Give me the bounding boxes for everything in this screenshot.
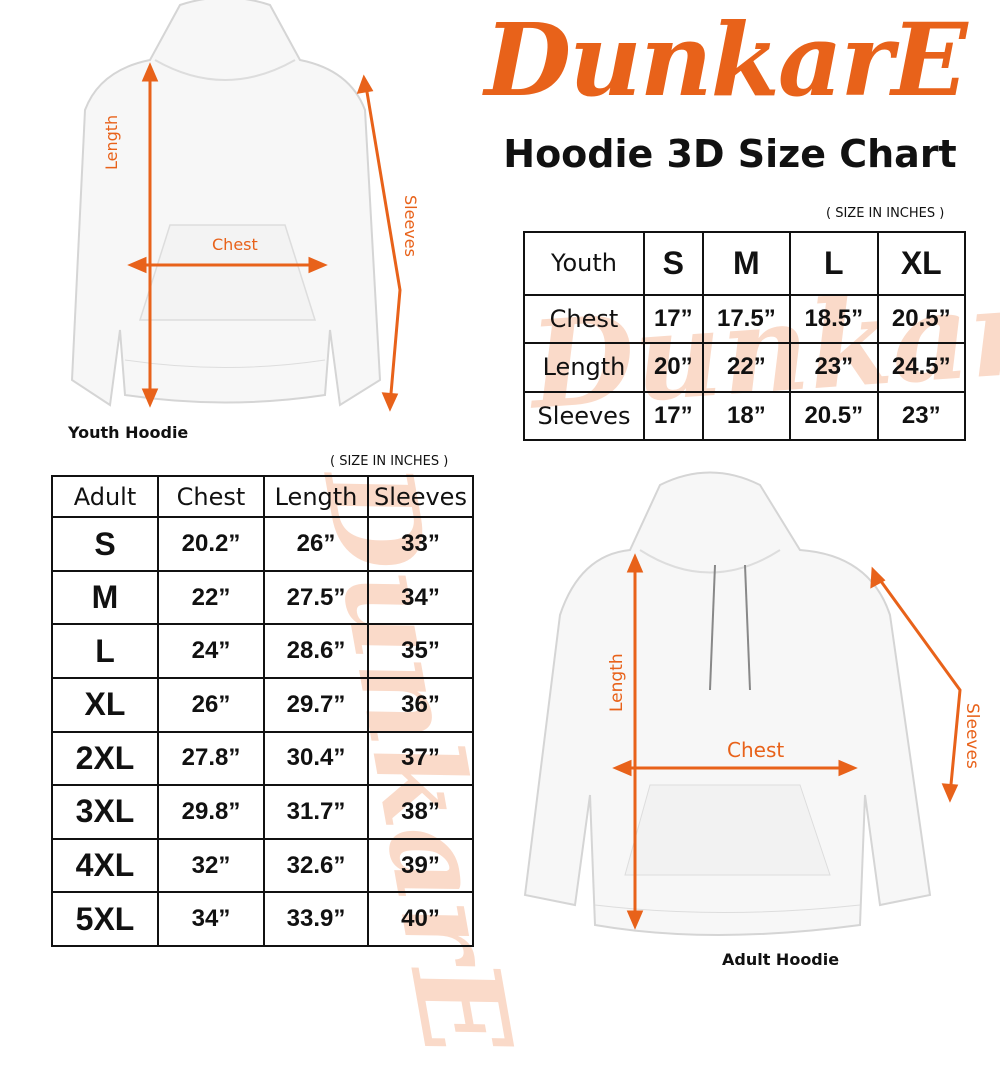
table-row: 2XL 27.8” 30.4” 37” [51,730,474,787]
cell: 28.6” [263,623,369,679]
adult-hoodie-image [523,471,962,936]
youth-caption: Youth Hoodie [68,423,189,442]
cell: 40” [367,891,474,947]
cell: 27.5” [263,569,369,626]
header-cell: Chest [157,474,265,519]
youth-hoodie-image [70,0,402,412]
adult-sleeves-label: Sleeves [962,703,982,769]
header-cell: Adult [51,474,159,519]
cell: 33” [367,516,474,572]
table-row: L 24” 28.6” 35” [51,623,474,679]
cell: 27.8” [157,730,265,787]
row-label: XL [51,677,159,733]
cell: 32.6” [263,837,369,894]
cell: 36” [367,677,474,733]
cell: 38” [367,784,474,840]
cell: 17” [643,390,704,442]
header-cell: L [789,231,879,296]
row-label: 5XL [51,891,159,947]
cell: 24.5” [876,342,967,393]
table-row: Sleeves 17” 18” 20.5” 23” [523,390,967,442]
row-label: 4XL [51,837,159,894]
page-title: Hoodie 3D Size Chart [503,132,957,176]
header-cell: Length [263,474,369,519]
adult-unit-note: ( SIZE IN INCHES ) [330,454,449,469]
row-label: Length [523,342,645,393]
cell: 31.7” [263,784,369,840]
table-row: 3XL 29.8” 31.7” 38” [51,784,474,840]
youth-sleeves-label: Sleeves [401,195,420,257]
cell: 29.7” [263,677,369,733]
row-label: S [51,516,159,572]
table-row: S 20.2” 26” 33” [51,516,474,572]
cell: 22” [157,569,265,626]
header-cell: S [643,231,704,296]
cell: 22” [701,342,792,393]
cell: 17.5” [701,293,792,345]
cell: 18.5” [789,293,879,345]
cell: 37” [367,730,474,787]
row-label: 3XL [51,784,159,840]
row-label: Chest [523,293,645,345]
cell: 35” [367,623,474,679]
adult-chest-label: Chest [727,738,785,762]
cell: 29.8” [157,784,265,840]
cell: 24” [157,623,265,679]
cell: 26” [263,516,369,572]
cell: 26” [157,677,265,733]
adult-caption: Adult Hoodie [722,950,840,969]
row-label: M [51,569,159,626]
adult-length-label: Length [607,653,627,712]
cell: 32” [157,837,265,894]
cell: 23” [876,390,967,442]
cell: 33.9” [263,891,369,947]
youth-unit-note: ( SIZE IN INCHES ) [826,206,945,221]
row-label: Sleeves [523,390,645,442]
cell: 30.4” [263,730,369,787]
row-label: L [51,623,159,679]
youth-chest-label: Chest [212,235,258,254]
cell: 39” [367,837,474,894]
table-row: 5XL 34” 33.9” 40” [51,891,474,947]
cell: 20” [643,342,704,393]
table-row: 4XL 32” 32.6” 39” [51,837,474,894]
cell: 34” [367,569,474,626]
row-label: 2XL [51,730,159,787]
table-row: Length 20” 22” 23” 24.5” [523,342,967,393]
adult-size-table: Adult Chest Length Sleeves S 20.2” 26” 33” M… [51,474,474,947]
cell: 20.5” [876,293,967,345]
cell: 17” [643,293,704,345]
table-header-row: Adult Chest Length Sleeves [51,474,474,519]
youth-size-table: Youth S M L XL Chest 17” 17.5” 18.5” 20.… [523,231,967,442]
cell: 34” [157,891,265,947]
header-cell: Sleeves [367,474,474,519]
cell: 20.5” [789,390,879,442]
cell: 23” [789,342,879,393]
brand-logo: DunkarE [484,1,967,119]
table-row: XL 26” 29.7” 36” [51,677,474,733]
table-row: Chest 17” 17.5” 18.5” 20.5” [523,293,967,345]
table-header-row: Youth S M L XL [523,231,967,296]
cell: 18” [701,390,792,442]
header-cell: Youth [523,231,645,296]
table-row: M 22” 27.5” 34” [51,569,474,626]
cell: 20.2” [157,516,265,572]
header-cell: XL [876,231,967,296]
youth-length-label: Length [102,114,121,170]
header-cell: M [701,231,792,296]
